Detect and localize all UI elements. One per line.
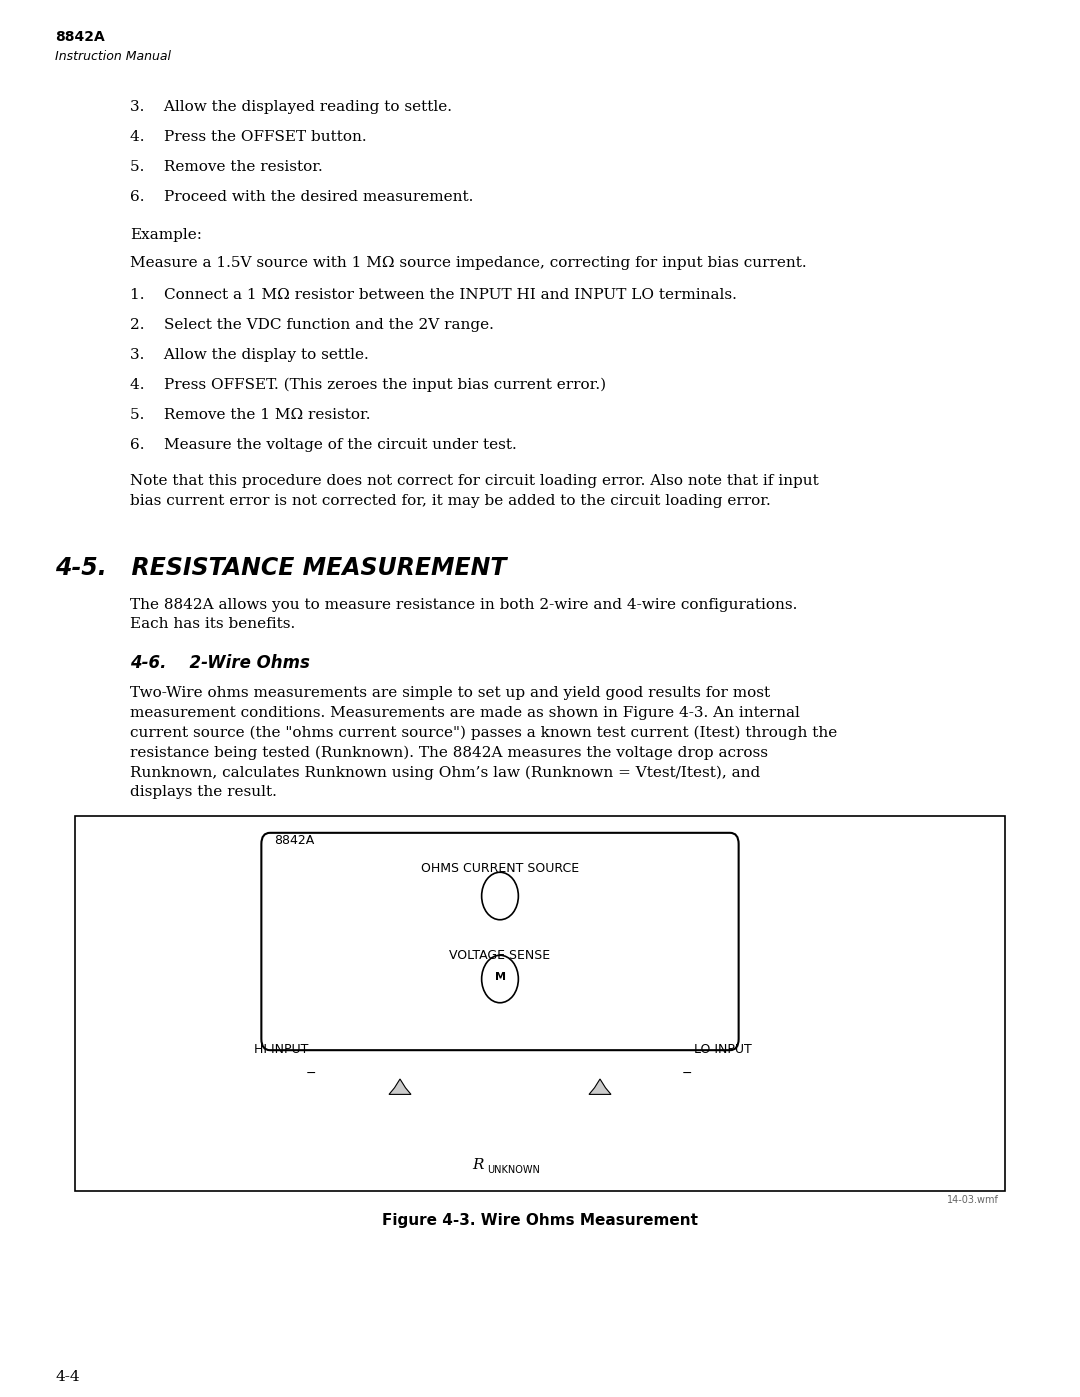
Text: VOLTAGE SENSE: VOLTAGE SENSE bbox=[449, 949, 551, 963]
Text: Example:: Example: bbox=[130, 228, 202, 242]
Text: OHMS CURRENT SOURCE: OHMS CURRENT SOURCE bbox=[421, 862, 579, 875]
Text: 6.    Proceed with the desired measurement.: 6. Proceed with the desired measurement. bbox=[130, 190, 473, 204]
Text: 2.    Select the VDC function and the 2V range.: 2. Select the VDC function and the 2V ra… bbox=[130, 319, 494, 332]
Text: 4-4: 4-4 bbox=[55, 1370, 80, 1384]
Text: Instruction Manual: Instruction Manual bbox=[55, 50, 171, 63]
Text: 4.    Press the OFFSET button.: 4. Press the OFFSET button. bbox=[130, 130, 366, 144]
Text: The 8842A allows you to measure resistance in both 2-wire and 4-wire configurati: The 8842A allows you to measure resistan… bbox=[130, 598, 797, 631]
Text: 3.    Allow the display to settle.: 3. Allow the display to settle. bbox=[130, 348, 368, 362]
Text: Note that this procedure does not correct for circuit loading error. Also note t: Note that this procedure does not correc… bbox=[130, 474, 819, 507]
Text: UNKNOWN: UNKNOWN bbox=[487, 1165, 540, 1175]
Text: LO INPUT: LO INPUT bbox=[694, 1044, 752, 1056]
Text: Measure a 1.5V source with 1 MΩ source impedance, correcting for input bias curr: Measure a 1.5V source with 1 MΩ source i… bbox=[130, 256, 807, 270]
Text: R: R bbox=[472, 1158, 484, 1172]
Text: 4.    Press OFFSET. (This zeroes the input bias current error.): 4. Press OFFSET. (This zeroes the input … bbox=[130, 379, 606, 393]
Text: −: − bbox=[681, 1067, 692, 1080]
Text: 8842A: 8842A bbox=[274, 834, 314, 847]
Text: Figure 4-3. Wire Ohms Measurement: Figure 4-3. Wire Ohms Measurement bbox=[382, 1213, 698, 1228]
Text: M: M bbox=[495, 972, 505, 982]
Text: −: − bbox=[306, 1067, 316, 1080]
Text: 14-03.wmf: 14-03.wmf bbox=[947, 1194, 999, 1206]
Text: 4-6.    2-Wire Ohms: 4-6. 2-Wire Ohms bbox=[130, 654, 310, 672]
Text: 1.    Connect a 1 MΩ resistor between the INPUT HI and INPUT LO terminals.: 1. Connect a 1 MΩ resistor between the I… bbox=[130, 288, 737, 302]
Text: 5.    Remove the 1 MΩ resistor.: 5. Remove the 1 MΩ resistor. bbox=[130, 408, 370, 422]
Text: 4-5.   RESISTANCE MEASUREMENT: 4-5. RESISTANCE MEASUREMENT bbox=[55, 556, 507, 580]
Text: 8842A: 8842A bbox=[55, 29, 105, 43]
Text: Two-Wire ohms measurements are simple to set up and yield good results for most
: Two-Wire ohms measurements are simple to… bbox=[130, 686, 837, 799]
Text: 6.    Measure the voltage of the circuit under test.: 6. Measure the voltage of the circuit un… bbox=[130, 439, 516, 453]
Text: HI INPUT: HI INPUT bbox=[254, 1044, 309, 1056]
Text: 5.    Remove the resistor.: 5. Remove the resistor. bbox=[130, 161, 323, 175]
Text: 3.    Allow the displayed reading to settle.: 3. Allow the displayed reading to settle… bbox=[130, 101, 453, 115]
